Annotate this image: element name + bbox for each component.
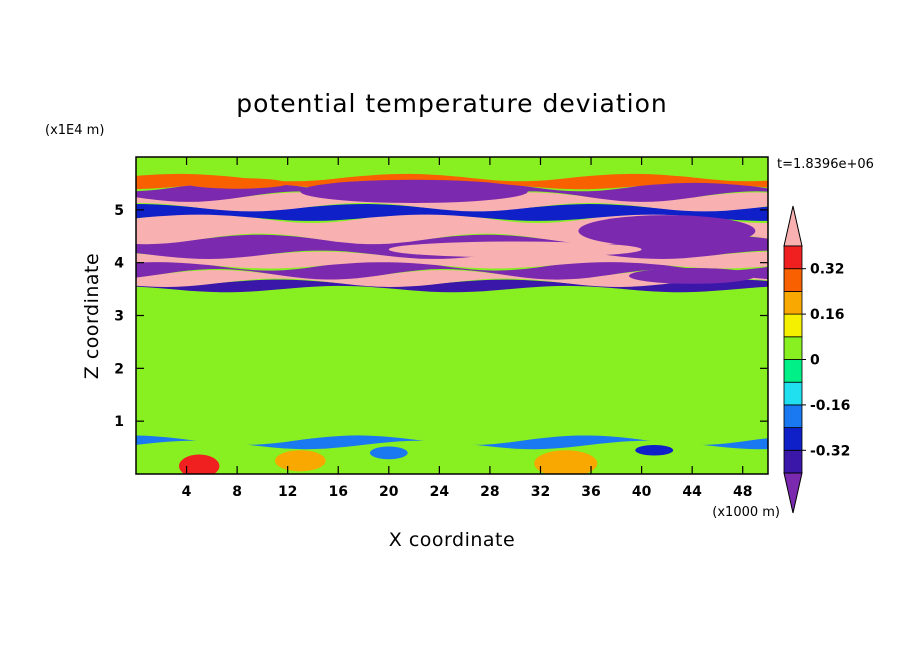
- contour-blob: [369, 446, 408, 460]
- x-tick-label: 16: [328, 484, 347, 500]
- y-tick-label: 5: [114, 203, 124, 219]
- colorbar-tick-label: 0.16: [810, 307, 845, 323]
- colorbar-tick-label: -0.32: [810, 443, 850, 459]
- colorbar-tick-label: 0.32: [810, 262, 845, 278]
- colorbar-tick-label: 0: [810, 353, 820, 369]
- x-tick-label: 8: [232, 484, 242, 500]
- contour-blob: [300, 179, 528, 203]
- x-tick-label: 24: [430, 484, 450, 500]
- contour-band: [136, 204, 768, 221]
- contour-band: [136, 270, 768, 287]
- x-unit-label: (x1000 m): [712, 505, 780, 520]
- colorbar-extend-bottom: [783, 472, 803, 514]
- contour-blob: [578, 215, 756, 247]
- y-tick-label: 3: [114, 309, 124, 325]
- colorbar: 0.32 0.16 0 -0.16 -0.32: [783, 205, 850, 514]
- contour-band: [136, 251, 768, 269]
- y-tick-label: 1: [114, 414, 124, 430]
- y-tick-label: 4: [114, 256, 124, 272]
- colorbar-segment: [783, 268, 803, 292]
- x-tick-label: 40: [632, 484, 652, 500]
- contour-blob: [275, 450, 326, 472]
- chart-title: potential temperature deviation: [236, 89, 667, 118]
- x-tick-label: 32: [531, 484, 550, 500]
- contour-blob: [186, 178, 288, 189]
- x-tick-label: 28: [480, 484, 499, 500]
- contour-blob: [388, 241, 642, 258]
- x-tick-label: 12: [278, 484, 297, 500]
- contour-band: [136, 283, 768, 321]
- colorbar-segment: [783, 404, 803, 428]
- x-tick-label: 48: [733, 484, 752, 500]
- y-unit-label: (x1E4 m): [45, 123, 104, 138]
- y-tick-label: 2: [114, 361, 124, 377]
- colorbar-segment: [783, 427, 803, 451]
- colorbar-segment: [783, 381, 803, 406]
- contour-blob: [628, 267, 756, 284]
- colorbar-segment: [783, 313, 803, 338]
- colorbar-extend-top: [783, 205, 803, 247]
- contour-blob: [534, 450, 598, 474]
- contour-band: [136, 260, 768, 280]
- x-tick-label: 20: [379, 484, 399, 500]
- contour-band: [136, 279, 768, 293]
- contour-band: [136, 157, 768, 182]
- contour-band: [136, 394, 768, 445]
- contour-band: [136, 311, 768, 362]
- contour-blob: [635, 444, 674, 456]
- colorbar-segment: [783, 290, 803, 315]
- colorbar-segment: [783, 245, 803, 270]
- contour-blob: [178, 454, 220, 474]
- x-tick-label: 44: [682, 484, 702, 500]
- x-tick-label: 36: [581, 484, 600, 500]
- x-axis-label: X coordinate: [389, 529, 515, 551]
- x-tick-label: 4: [182, 484, 192, 500]
- y-axis-label: Z coordinate: [81, 253, 103, 379]
- colorbar-tick-label: -0.16: [810, 398, 850, 414]
- contour-plot: [136, 157, 768, 474]
- colorbar-segment: [783, 359, 803, 383]
- colorbar-segment: [783, 449, 803, 474]
- contour-band: [136, 354, 768, 404]
- colorbar-segment: [783, 336, 803, 360]
- time-label: t=1.8396e+06: [777, 157, 874, 172]
